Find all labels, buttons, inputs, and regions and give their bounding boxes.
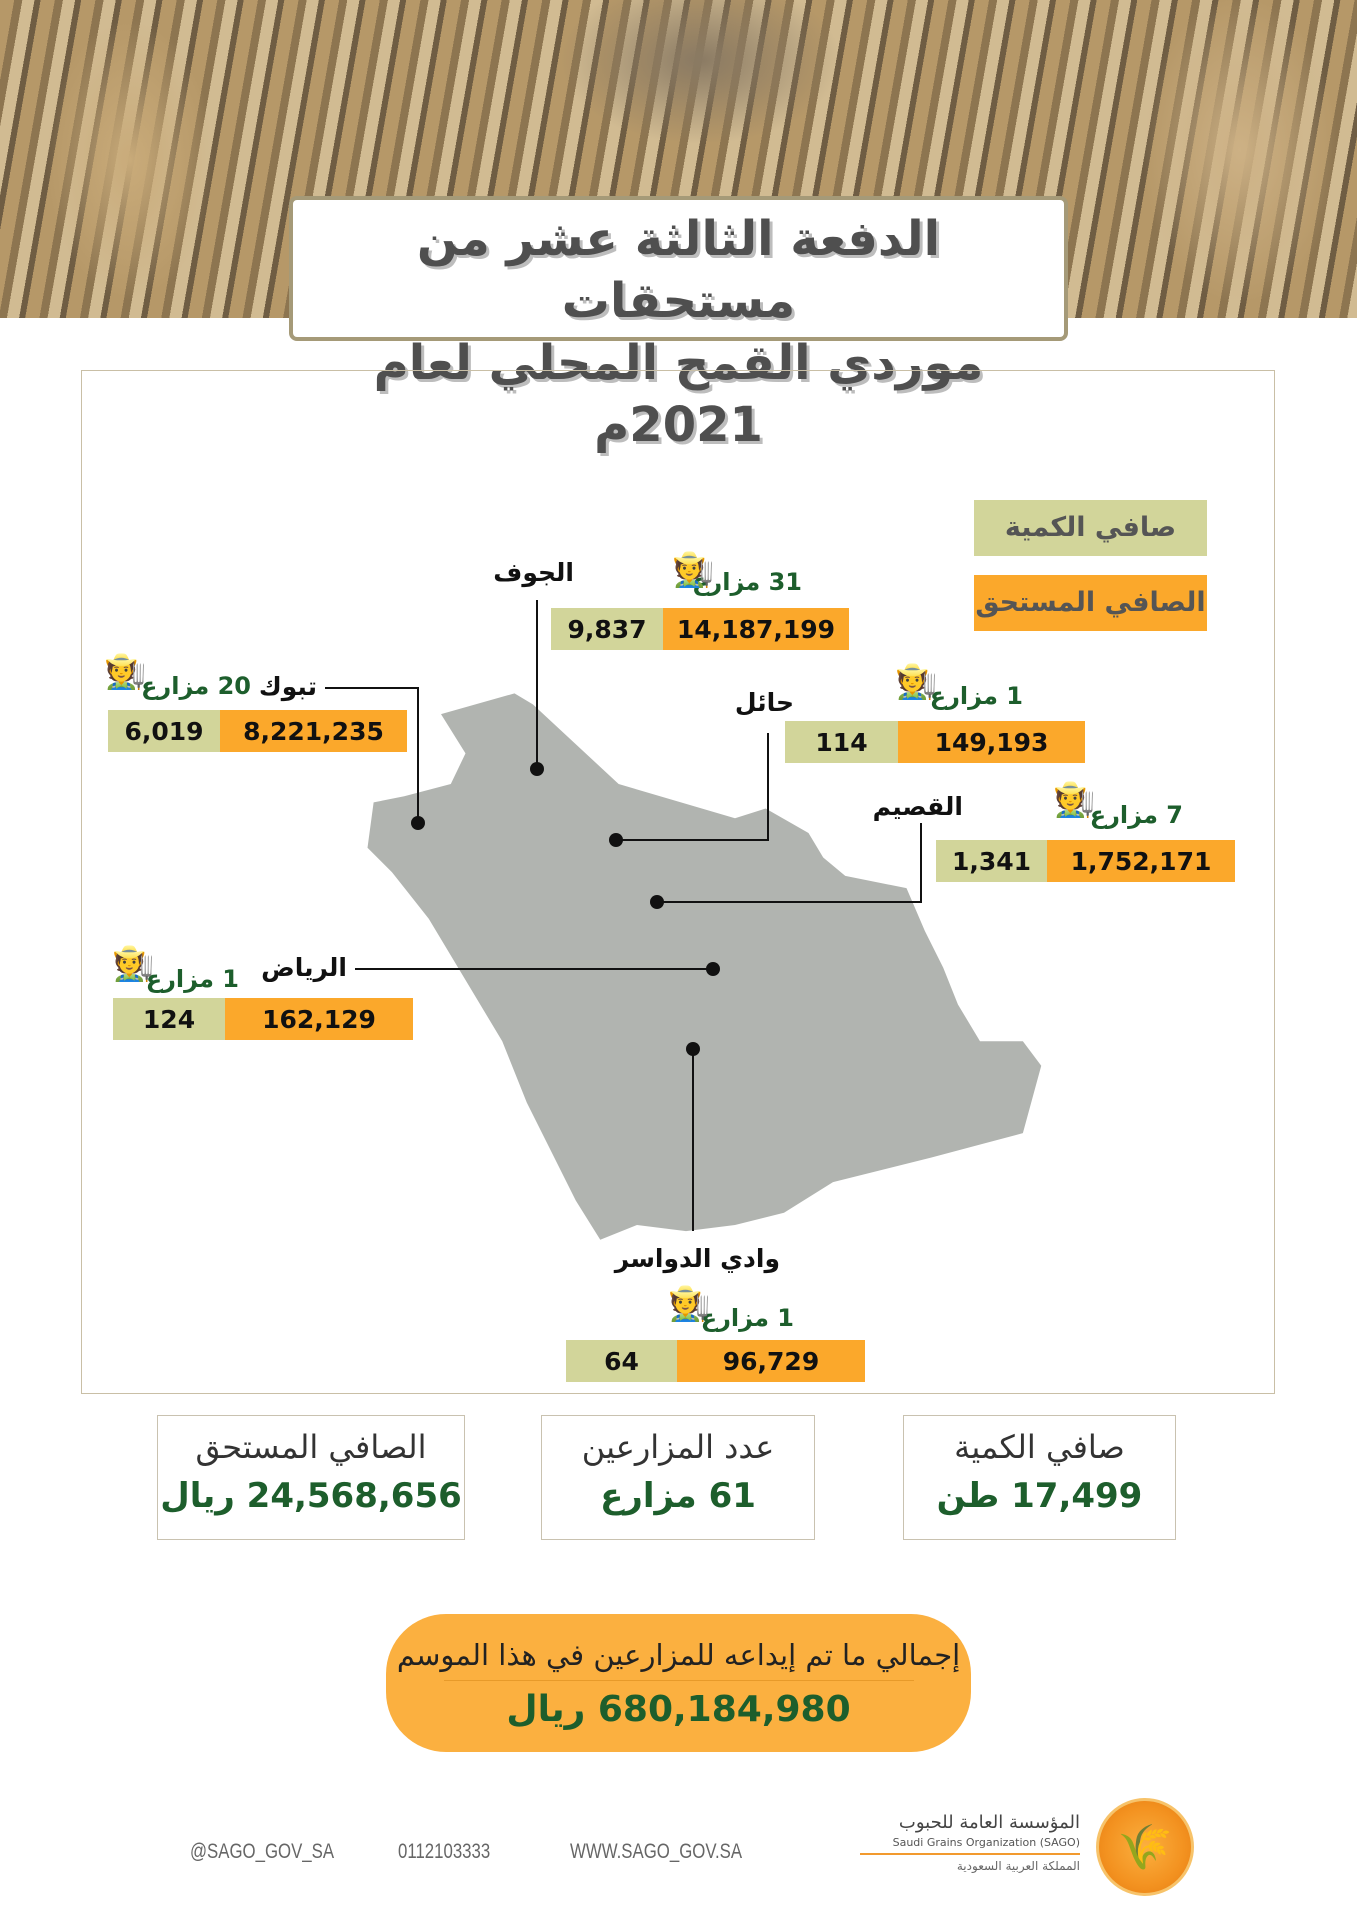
due-value: 162,129: [225, 998, 413, 1040]
dot-tabuk: [411, 816, 425, 830]
map-frame: [81, 370, 1275, 1394]
map-shape: [367, 693, 1042, 1240]
farmer-count: 31 مزارع: [692, 568, 802, 596]
line-qassim: [657, 823, 922, 903]
due-value: 8,221,235: [220, 710, 407, 752]
summary-quantity: صافي الكمية 17,499 طن: [903, 1415, 1176, 1540]
quantity-value: 1,341: [936, 840, 1047, 882]
dot-riyadh: [706, 962, 720, 976]
line-tabuk: [325, 687, 419, 823]
leader-lines: [325, 600, 922, 1231]
legend-due: الصافي المستحق: [974, 575, 1207, 631]
dot-hail: [609, 833, 623, 847]
due-value: 1,752,171: [1047, 840, 1235, 882]
quantity-value: 9,837: [551, 608, 663, 650]
total-deposit-banner: إجمالي ما تم إيداعه للمزارعين في هذا الم…: [386, 1614, 971, 1752]
logo-english-name: Saudi Grains Organization (SAGO): [892, 1836, 1080, 1849]
twitter-handle[interactable]: @SAGO_GOV_SA: [190, 1840, 335, 1863]
farmer-count: 20 مزارع: [141, 672, 251, 700]
region-data-box: 1,341 1,752,171: [936, 840, 1235, 882]
farmer-icon: 🧑‍🌾: [672, 550, 715, 590]
page-title: الدفعة الثالثة عشر من مستحقات موردي القم…: [289, 196, 1068, 453]
region-label: وادي الدواسر: [614, 1244, 780, 1273]
dot-jouf: [530, 762, 544, 776]
quantity-value: 114: [785, 721, 898, 763]
summary-value: 17,499 طن: [936, 1476, 1143, 1516]
quantity-value: 124: [113, 998, 225, 1040]
due-value: 149,193: [898, 721, 1085, 763]
farmer-count: 1 مزارع: [700, 1304, 794, 1332]
summary-label: صافي الكمية: [954, 1428, 1125, 1466]
total-label: إجمالي ما تم إيداعه للمزارعين في هذا الم…: [396, 1638, 961, 1672]
region-label: تبوك: [258, 672, 317, 701]
summary-net-due: الصافي المستحق 24,568,656 ريال: [157, 1415, 465, 1540]
farmer-icon: 🧑‍🌾: [104, 652, 147, 692]
legend-quantity: صافي الكمية: [974, 500, 1207, 556]
quantity-value: 64: [566, 1340, 677, 1382]
summary-value: 24,568,656 ريال: [160, 1476, 462, 1516]
region-label: الجوف: [493, 558, 574, 587]
website-link[interactable]: WWW.SAGO_GOV.SA: [570, 1840, 743, 1863]
region-data-box: 9,837 14,187,199: [551, 608, 849, 650]
logo-text: المؤسسة العامة للحبوب Saudi Grains Organ…: [860, 1812, 1080, 1873]
total-value: 680,184,980 ريال: [506, 1689, 851, 1730]
logo-arabic-name: المؤسسة العامة للحبوب: [898, 1812, 1080, 1833]
farmer-icon: 🧑‍🌾: [112, 944, 155, 984]
quantity-value: 6,019: [108, 710, 220, 752]
due-value: 14,187,199: [663, 608, 849, 650]
farmer-count: 7 مزارع: [1089, 801, 1183, 829]
title-line-1: الدفعة الثالثة عشر من مستحقات: [416, 211, 941, 329]
phone-number[interactable]: 0112103333: [398, 1840, 491, 1863]
region-data-box: 114 149,193: [785, 721, 1085, 763]
region-data-box: 6,019 8,221,235: [108, 710, 407, 752]
dot-wadi: [686, 1042, 700, 1056]
farmer-count: 1 مزارع: [929, 682, 1023, 710]
divider: [860, 1853, 1080, 1855]
region-data-box: 124 162,129: [113, 998, 413, 1040]
region-label: القصيم: [872, 792, 963, 821]
region-data-box: 64 96,729: [566, 1340, 865, 1382]
title-line-2: موردي القمح المحلي لعام 2021م: [373, 335, 984, 453]
region-label: حائل: [734, 688, 794, 717]
summary-label: الصافي المستحق: [195, 1428, 427, 1466]
summary-value: 61 مزارع: [600, 1476, 756, 1516]
dot-qassim: [650, 895, 664, 909]
due-value: 96,729: [677, 1340, 865, 1382]
farmer-icon: 🧑‍🌾: [1053, 780, 1096, 820]
farmer-icon: 🧑‍🌾: [668, 1284, 711, 1324]
summary-label: عدد المزارعين: [581, 1428, 775, 1466]
summary-farmers: عدد المزارعين 61 مزارع: [541, 1415, 815, 1540]
divider: [443, 1680, 914, 1681]
sago-logo-icon: 🌾: [1096, 1798, 1194, 1896]
farmer-count: 1 مزارع: [145, 965, 239, 993]
logo-country: المملكة العربية السعودية: [956, 1859, 1080, 1873]
line-hail: [616, 733, 769, 841]
farmer-icon: 🧑‍🌾: [895, 662, 938, 702]
region-label: الرياض: [261, 953, 347, 982]
